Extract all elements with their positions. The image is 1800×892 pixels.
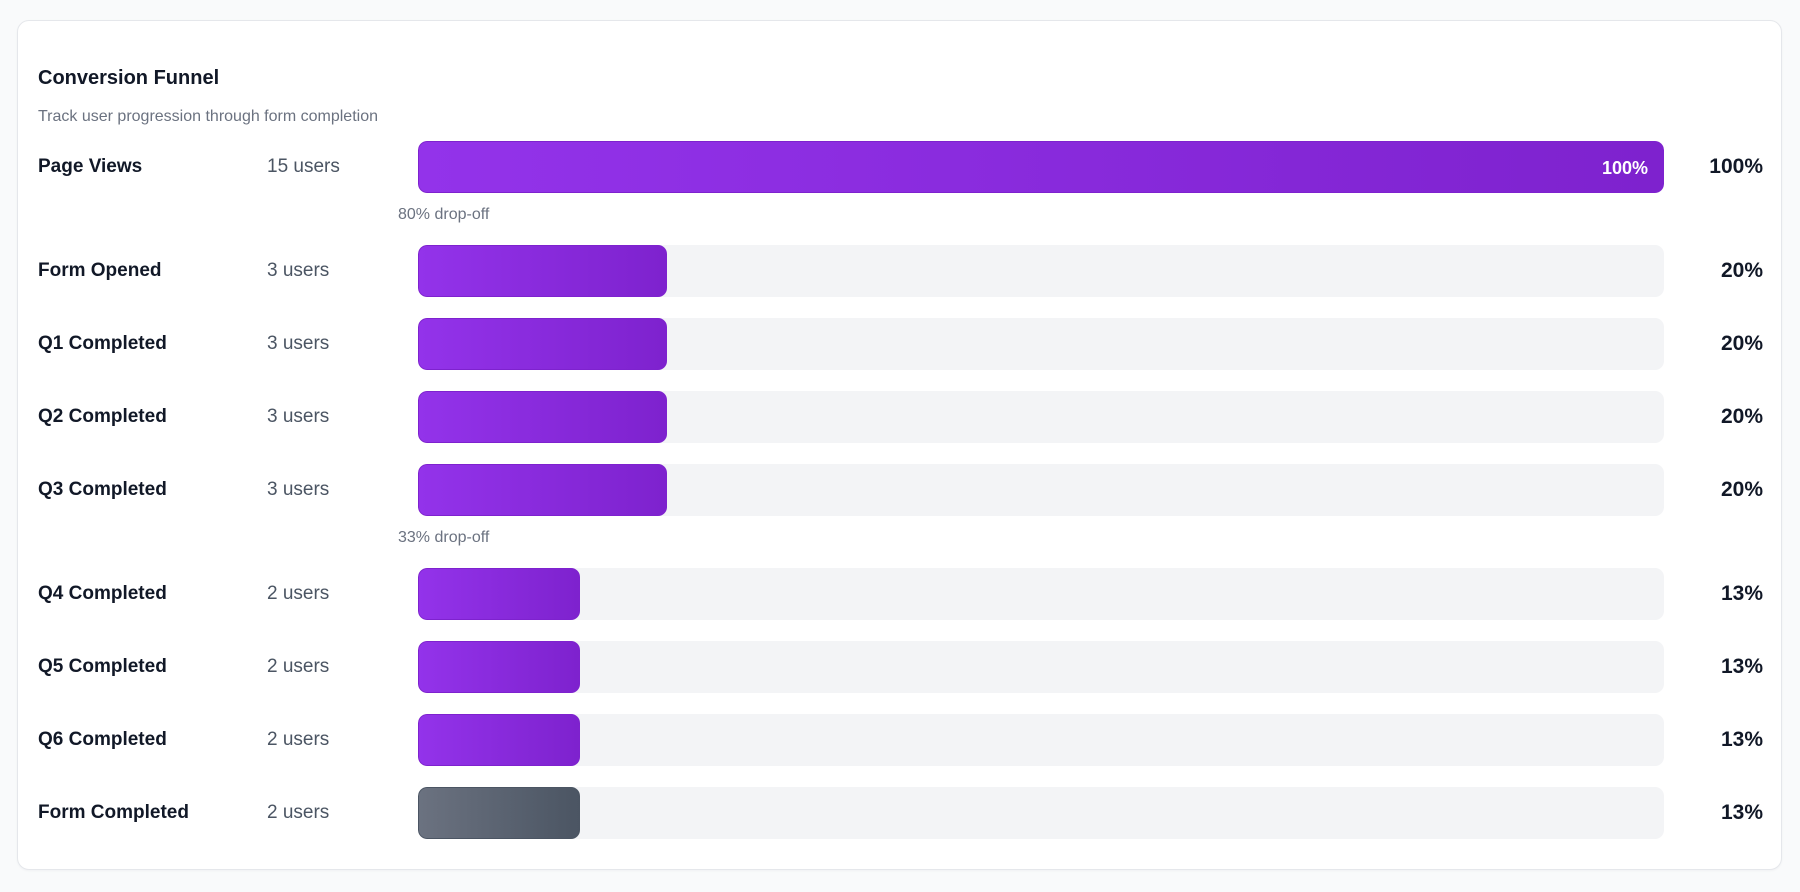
bar-track bbox=[418, 714, 1664, 766]
stage-label: Q3 Completed bbox=[38, 479, 167, 500]
bar-track: 100% bbox=[418, 141, 1664, 193]
stage-users-count: 2 users bbox=[267, 656, 330, 677]
funnel-bar bbox=[418, 641, 580, 693]
chart-subtitle: Track user progression through form comp… bbox=[38, 108, 378, 125]
stage-users-count: 2 users bbox=[267, 802, 330, 823]
stage-percentage: 13% bbox=[1720, 582, 1763, 605]
stage-percentage: 20% bbox=[1720, 478, 1763, 501]
funnel-row: Q2 Completed 3 users 20% bbox=[18, 391, 1781, 443]
dropoff-label: 33% drop-off bbox=[398, 529, 490, 546]
funnel-row: Page Views 15 users 100% 100% bbox=[18, 141, 1781, 193]
conversion-funnel-card: Conversion Funnel Track user progression… bbox=[17, 20, 1782, 870]
funnel-bar bbox=[418, 245, 667, 297]
funnel-bar bbox=[418, 318, 667, 370]
bar-percentage-label: 100% bbox=[1601, 158, 1648, 178]
stage-label: Q1 Completed bbox=[38, 333, 167, 354]
stage-percentage: 100% bbox=[1709, 155, 1763, 178]
stage-percentage: 13% bbox=[1720, 655, 1763, 678]
funnel-row: Q4 Completed 2 users 13% bbox=[18, 568, 1781, 620]
stage-label: Q2 Completed bbox=[38, 406, 167, 427]
stage-users-count: 3 users bbox=[267, 406, 330, 427]
bar-track bbox=[418, 641, 1664, 693]
funnel-bar bbox=[418, 464, 667, 516]
stage-percentage: 13% bbox=[1720, 801, 1763, 824]
funnel-row: Q5 Completed 2 users 13% bbox=[18, 641, 1781, 693]
funnel-row: Q1 Completed 3 users 20% bbox=[18, 318, 1781, 370]
chart-title: Conversion Funnel bbox=[38, 67, 220, 89]
funnel-row: Form Completed 2 users 13% bbox=[18, 787, 1781, 839]
stage-label: Form Completed bbox=[38, 802, 189, 823]
stage-percentage: 13% bbox=[1720, 728, 1763, 751]
stage-percentage: 20% bbox=[1720, 259, 1763, 282]
bar-track bbox=[418, 391, 1664, 443]
bar-track bbox=[418, 787, 1664, 839]
stage-label: Page Views bbox=[38, 156, 143, 177]
funnel-bar: 100% bbox=[418, 141, 1664, 193]
stage-label: Form Opened bbox=[38, 260, 162, 281]
bar-track bbox=[418, 245, 1664, 297]
stage-users-count: 3 users bbox=[267, 260, 330, 281]
funnel-chart: Page Views 15 users 100% 100% Form Opened 3 u… bbox=[18, 21, 1781, 869]
stage-percentage: 20% bbox=[1720, 332, 1763, 355]
stage-percentage: 20% bbox=[1720, 405, 1763, 428]
bar-track bbox=[418, 318, 1664, 370]
stage-label: Q6 Completed bbox=[38, 729, 167, 750]
bar-track bbox=[418, 464, 1664, 516]
stage-users-count: 3 users bbox=[267, 479, 330, 500]
funnel-bar bbox=[418, 568, 580, 620]
funnel-bar bbox=[418, 391, 667, 443]
stage-users-count: 2 users bbox=[267, 729, 330, 750]
stage-label: Q5 Completed bbox=[38, 656, 167, 677]
funnel-row: Q6 Completed 2 users 13% bbox=[18, 714, 1781, 766]
bar-track bbox=[418, 568, 1664, 620]
stage-users-count: 2 users bbox=[267, 583, 330, 604]
dropoff-label: 80% drop-off bbox=[398, 206, 490, 223]
funnel-bar bbox=[418, 787, 580, 839]
funnel-bar bbox=[418, 714, 580, 766]
funnel-row: Q3 Completed 3 users 20% bbox=[18, 464, 1781, 516]
stage-users-count: 3 users bbox=[267, 333, 330, 354]
stage-label: Q4 Completed bbox=[38, 583, 167, 604]
stage-users-count: 15 users bbox=[267, 156, 340, 177]
funnel-row: Form Opened 3 users 20% bbox=[18, 245, 1781, 297]
